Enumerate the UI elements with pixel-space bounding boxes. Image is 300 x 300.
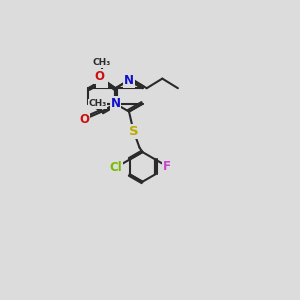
Text: CH₃: CH₃ (88, 99, 106, 108)
Text: O: O (79, 113, 89, 126)
Text: O: O (94, 70, 105, 83)
Text: S: S (129, 124, 138, 138)
Text: N: N (97, 74, 107, 87)
Text: N: N (110, 97, 121, 110)
Text: N: N (124, 74, 134, 87)
Text: Cl: Cl (109, 161, 122, 174)
Text: F: F (163, 160, 171, 173)
Text: CH₃: CH₃ (93, 58, 111, 67)
Text: N: N (110, 97, 121, 110)
